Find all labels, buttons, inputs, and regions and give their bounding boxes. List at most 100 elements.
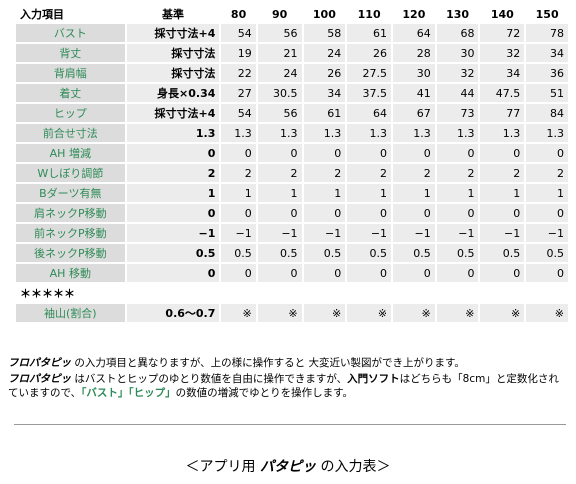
table-row: AH 移動 0 0 0 0 0 0 0 0 0: [16, 264, 568, 282]
value-cell: 78: [526, 24, 568, 42]
value-cell: 24: [303, 44, 346, 62]
separator-cell: ＊＊＊＊＊: [20, 287, 75, 300]
value-cell: ※: [347, 304, 392, 322]
row-label: ヒップ: [16, 104, 125, 122]
value-cell: 64: [393, 24, 435, 42]
value-cell: 34: [303, 84, 346, 102]
value-cell: 28: [393, 44, 435, 62]
row-label: AH 増減: [16, 144, 125, 162]
value-cell: 0: [436, 204, 479, 222]
value-cell: 37.5: [347, 84, 392, 102]
base-cell: 採寸寸法: [126, 64, 220, 82]
table-row: AH 増減 0 0 0 0 0 0 0 0 0: [16, 144, 568, 162]
value-cell: ※: [257, 304, 302, 322]
note-text: の入力項目と異なりますが、上の様に操作すると 大変近い製図ができ上がります。: [71, 357, 465, 369]
value-cell: 2: [526, 164, 568, 182]
value-cell: 47.5: [480, 84, 525, 102]
value-cell: 2: [480, 164, 525, 182]
value-cell: 2: [347, 164, 392, 182]
value-cell: 0: [480, 144, 525, 162]
value-cell: 0.5: [436, 244, 479, 262]
value-cell: 0: [257, 204, 302, 222]
value-cell: 0.5: [221, 244, 256, 262]
empty-cell: [221, 284, 255, 302]
row-label: Bダーツ有無: [16, 184, 125, 202]
value-cell: 0: [480, 204, 525, 222]
value-cell: 2: [303, 164, 346, 182]
table-row: 袖山(割合) 0.6〜0.7 ※ ※ ※ ※ ※ ※ ※ ※: [16, 304, 568, 322]
table-row: 背丈 採寸寸法 19 21 24 26 28 30 32 34: [16, 44, 568, 62]
header-cell: 150: [535, 7, 559, 21]
base-cell: 身長×0.34: [126, 84, 220, 102]
value-cell: 27: [221, 84, 256, 102]
value-cell: 26: [303, 64, 346, 82]
value-cell: 32: [436, 64, 479, 82]
value-cell: 0: [303, 264, 346, 282]
value-cell: 72: [480, 24, 525, 42]
value-cell: 0: [393, 204, 435, 222]
row-label: 前ネックP移動: [16, 224, 125, 242]
header-cell: 100: [312, 7, 336, 21]
value-cell: 0: [393, 144, 435, 162]
value-cell: 34: [526, 44, 568, 62]
value-cell: 0: [526, 264, 568, 282]
value-cell: 56: [257, 104, 302, 122]
row-label: AH 移動: [16, 264, 125, 282]
value-cell: 0: [480, 264, 525, 282]
value-cell: 1.3: [480, 124, 525, 142]
note: フロパタピッ の入力項目と異なりますが、上の様に操作すると 大変近い製図ができ上…: [8, 356, 568, 370]
value-cell: ※: [526, 304, 568, 322]
value-cell: 2: [436, 164, 479, 182]
value-cell: 0.5: [347, 244, 392, 262]
value-cell: 0: [347, 264, 392, 282]
brand: フロパタピッ: [8, 357, 71, 369]
value-cell: 1: [257, 184, 302, 202]
value-cell: 0.5: [393, 244, 435, 262]
value-cell: 0: [221, 144, 256, 162]
value-cell: −1: [303, 224, 346, 242]
empty-cell: [437, 284, 479, 302]
value-cell: ※: [221, 304, 256, 322]
value-cell: 1.3: [257, 124, 302, 142]
note-text: はどちらも「8cm」と定数化されていますので、: [8, 373, 559, 399]
value-cell: 32: [480, 44, 525, 62]
base-cell: 0: [126, 144, 220, 162]
value-cell: 54: [221, 24, 256, 42]
value-cell: 0: [526, 204, 568, 222]
value-cell: −1: [480, 224, 525, 242]
value-cell: 34: [480, 64, 525, 82]
table-row: 背肩幅 採寸寸法 22 24 26 27.5 30 32 34 36: [16, 64, 568, 82]
base-cell: 0: [126, 204, 220, 222]
value-cell: 0: [257, 144, 302, 162]
note-emphasis: 入門ソフト: [347, 373, 400, 385]
row-label: 背丈: [16, 44, 125, 62]
footer-text: の入力表＞: [316, 459, 391, 475]
header-cell: 130: [446, 7, 470, 21]
row-label: 背肩幅: [16, 64, 125, 82]
footer-title: ＜アプリ用 パタピッ の入力表＞: [0, 456, 576, 476]
value-cell: 1.3: [436, 124, 479, 142]
value-cell: 1: [347, 184, 392, 202]
divider: [14, 424, 566, 425]
value-cell: 30: [436, 44, 479, 62]
base-cell: −1: [126, 224, 220, 242]
row-label: 後ネックP移動: [16, 244, 125, 262]
value-cell: 61: [303, 104, 346, 122]
row-label: 前合せ寸法: [16, 124, 125, 142]
value-cell: 61: [347, 24, 392, 42]
value-cell: 1: [303, 184, 346, 202]
value-cell: −1: [257, 224, 302, 242]
empty-cell: [393, 284, 435, 302]
value-cell: 0.5: [303, 244, 346, 262]
table-row: 後ネックP移動 0.5 0.5 0.5 0.5 0.5 0.5 0.5 0.5 0.5: [16, 244, 568, 262]
table-row: バスト 採寸寸法+4 54 56 58 61 64 68 72 78: [16, 24, 568, 42]
header-cell: 120: [402, 7, 426, 21]
value-cell: ※: [480, 304, 525, 322]
base-cell: 採寸寸法+4: [126, 104, 220, 122]
value-cell: −1: [436, 224, 479, 242]
value-cell: 68: [436, 24, 479, 42]
base-cell: 2: [126, 164, 220, 182]
value-cell: 1.3: [526, 124, 568, 142]
value-cell: 0: [303, 204, 346, 222]
row-label: 袖山(割合): [16, 304, 125, 322]
